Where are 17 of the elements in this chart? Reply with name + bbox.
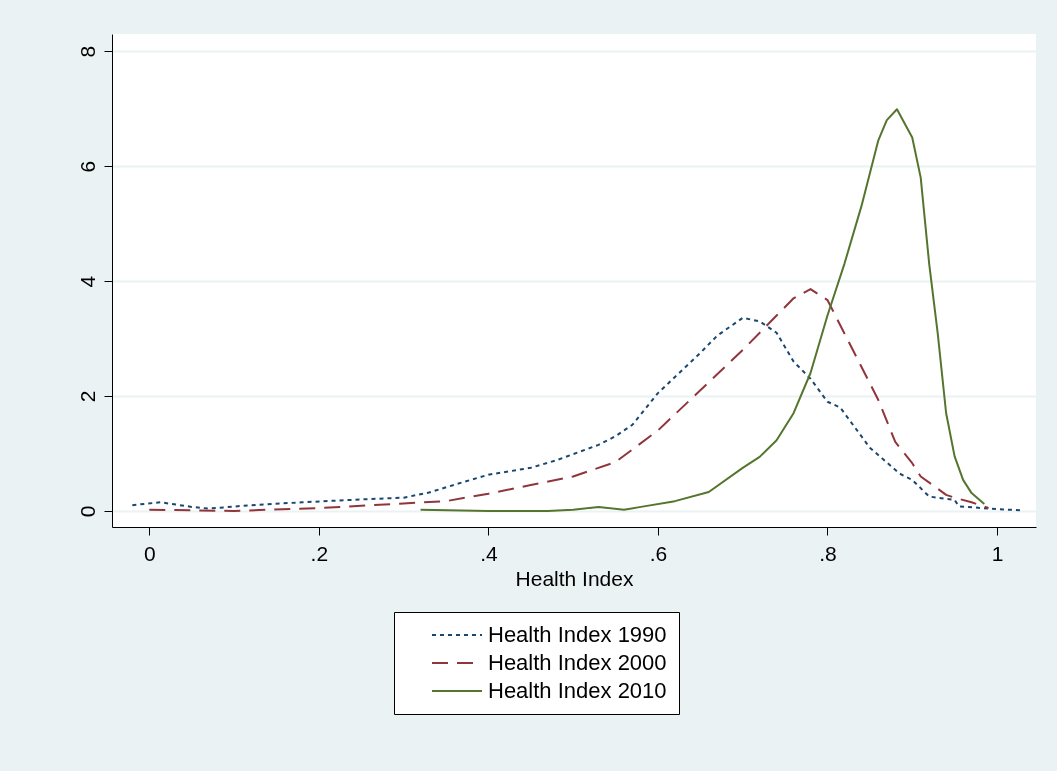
line-series	[148, 288, 990, 512]
line-series	[419, 108, 986, 512]
x-tick-label: .4	[480, 541, 498, 565]
x-tick-label: 0	[143, 541, 156, 565]
x-axis-title: Health Index	[515, 566, 634, 590]
y-tick-label: 6	[75, 160, 99, 173]
legend-label: Health Index 2000	[488, 650, 667, 675]
y-tick-label: 0	[75, 505, 99, 518]
y-tick-label: 8	[75, 45, 99, 58]
y-tick-label: 2	[75, 390, 99, 403]
x-tick-label: .6	[649, 541, 668, 565]
y-tick-label: 4	[75, 275, 99, 288]
legend-label: Health Index 1990	[488, 622, 667, 647]
legend-label: Health Index 2010	[488, 678, 667, 703]
x-tick-label: .2	[310, 541, 329, 565]
x-tick-label: .8	[819, 541, 837, 565]
x-tick-label: 1	[991, 541, 1004, 565]
